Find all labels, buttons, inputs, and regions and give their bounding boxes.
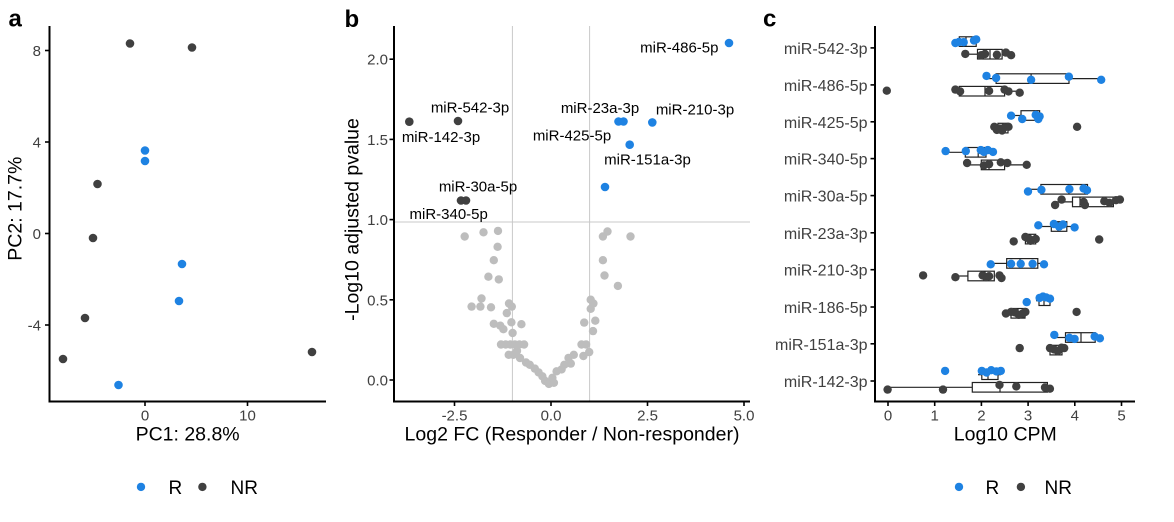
svg-text:2.5: 2.5 <box>637 408 658 425</box>
svg-text:miR-30a-5p: miR-30a-5p <box>439 179 517 196</box>
svg-text:10: 10 <box>239 408 256 425</box>
svg-text:0.5: 0.5 <box>367 292 388 309</box>
svg-text:miR-210-3p: miR-210-3p <box>784 263 868 280</box>
svg-text:PC1: 28.8%: PC1: 28.8% <box>136 424 240 446</box>
svg-text:a: a <box>9 6 23 33</box>
svg-text:R: R <box>169 478 183 499</box>
svg-text:R: R <box>986 478 1000 499</box>
svg-text:miR-486-5p: miR-486-5p <box>784 78 868 95</box>
svg-text:miR-542-3p: miR-542-3p <box>431 100 509 117</box>
svg-text:miR-186-5p: miR-186-5p <box>784 300 868 317</box>
svg-text:b: b <box>345 6 360 33</box>
svg-text:miR-425-5p: miR-425-5p <box>784 115 868 132</box>
svg-text:miR-542-3p: miR-542-3p <box>784 41 868 58</box>
svg-text:-4: -4 <box>28 318 41 335</box>
svg-text:miR-151a-3p: miR-151a-3p <box>775 337 868 354</box>
svg-text:miR-151a-3p: miR-151a-3p <box>604 151 691 168</box>
svg-text:miR-340-5p: miR-340-5p <box>784 152 868 169</box>
svg-text:1.5: 1.5 <box>367 132 388 149</box>
svg-text:0.0: 0.0 <box>367 373 388 390</box>
svg-text:Log2 FC (Responder / Non-respo: Log2 FC (Responder / Non-responder) <box>405 424 740 446</box>
svg-text:-2.5: -2.5 <box>442 408 468 425</box>
svg-text:NR: NR <box>1045 478 1072 499</box>
svg-text:0.0: 0.0 <box>541 408 562 425</box>
svg-text:miR-486-5p: miR-486-5p <box>640 40 718 57</box>
svg-text:miR-30a-5p: miR-30a-5p <box>784 189 868 206</box>
svg-text:4: 4 <box>33 135 41 152</box>
svg-text:miR-142-3p: miR-142-3p <box>402 129 480 146</box>
svg-text:0: 0 <box>884 408 892 425</box>
svg-text:miR-142-3p: miR-142-3p <box>784 374 868 391</box>
svg-text:3: 3 <box>1024 408 1032 425</box>
svg-text:5.0: 5.0 <box>734 408 755 425</box>
svg-text:2: 2 <box>977 408 985 425</box>
svg-text:Log10 CPM: Log10 CPM <box>954 424 1057 446</box>
svg-text:miR-23a-3p: miR-23a-3p <box>784 226 868 243</box>
svg-text:NR: NR <box>231 478 258 499</box>
svg-text:5: 5 <box>1117 408 1125 425</box>
svg-text:miR-210-3p: miR-210-3p <box>656 102 734 119</box>
svg-text:1: 1 <box>931 408 939 425</box>
svg-text:2.0: 2.0 <box>367 52 388 69</box>
svg-text:1.0: 1.0 <box>367 212 388 229</box>
svg-text:c: c <box>763 6 776 33</box>
svg-text:0: 0 <box>141 408 149 425</box>
svg-text:-Log10 adjusted pvalue: -Log10 adjusted pvalue <box>342 118 364 321</box>
svg-text:PC2: 17.7%: PC2: 17.7% <box>5 157 27 261</box>
svg-text:miR-425-5p: miR-425-5p <box>533 128 611 145</box>
svg-text:0: 0 <box>33 226 41 243</box>
svg-text:miR-340-5p: miR-340-5p <box>410 206 488 223</box>
svg-text:4: 4 <box>1071 408 1079 425</box>
svg-text:8: 8 <box>33 43 41 60</box>
svg-text:miR-23a-3p: miR-23a-3p <box>561 100 639 117</box>
